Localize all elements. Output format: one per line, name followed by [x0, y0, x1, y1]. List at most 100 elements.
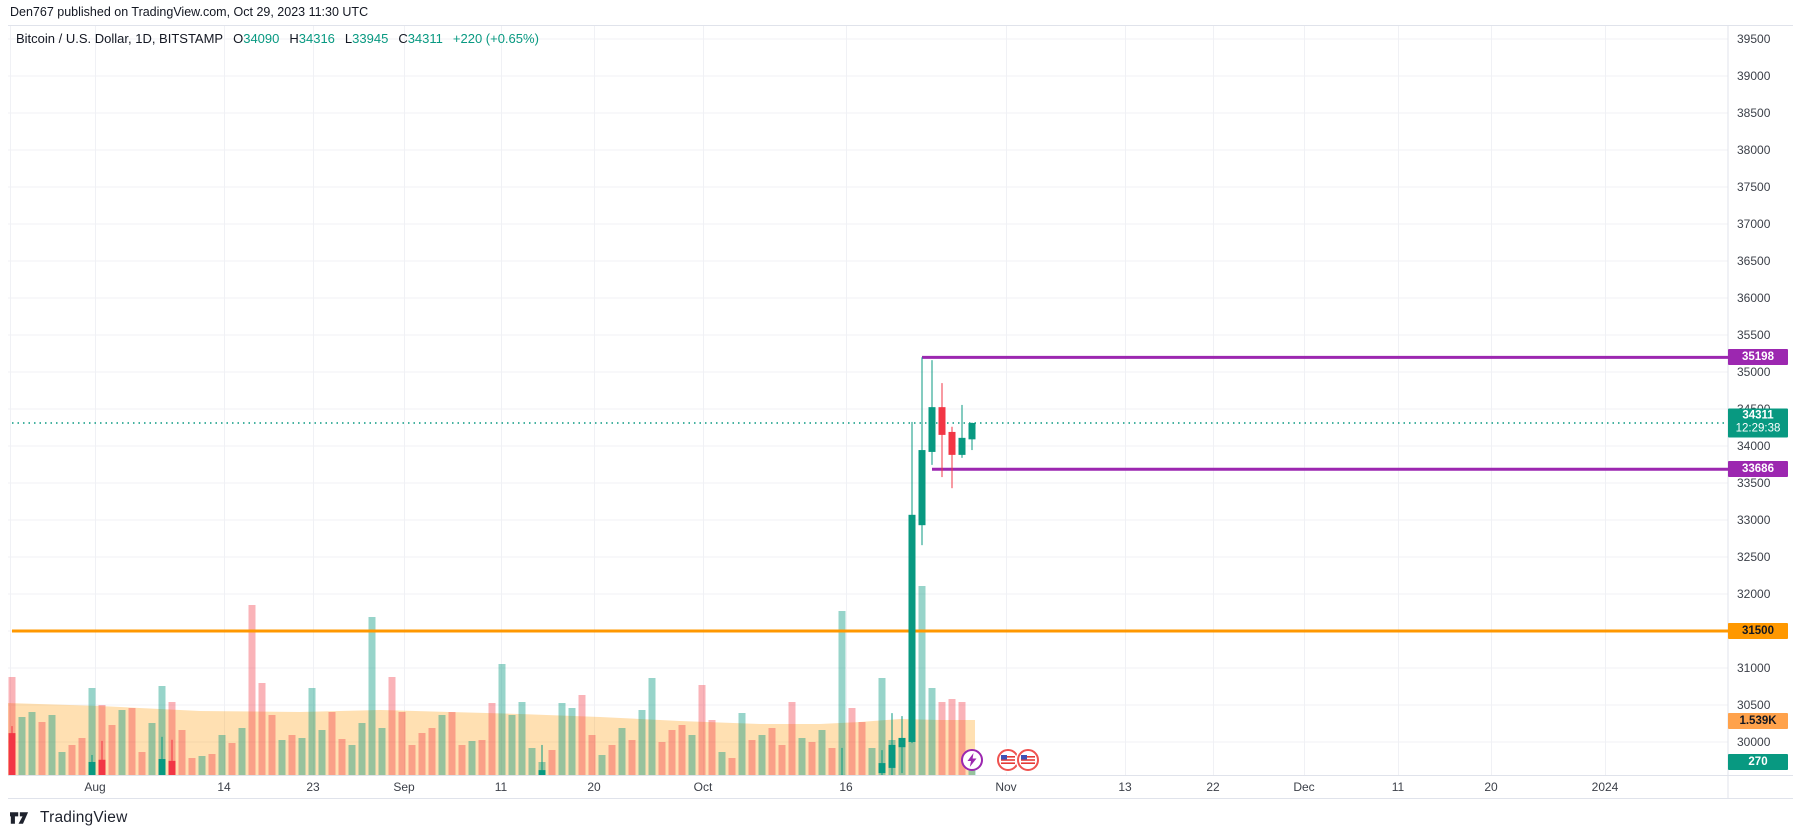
candle-wick	[961, 404, 963, 458]
volume-bar	[168, 702, 176, 775]
volume-bar	[718, 752, 726, 775]
volume-bar	[768, 728, 776, 775]
ohlc-key-C: C	[398, 31, 408, 46]
candle-body	[938, 407, 946, 435]
volume-bar	[58, 752, 66, 775]
volume-bar	[518, 702, 526, 775]
volume-bar	[928, 688, 936, 775]
volume-bar	[588, 735, 596, 775]
symbol-header[interactable]: Bitcoin / U.S. Dollar, 1D, BITSTAMP O3409…	[16, 31, 539, 46]
volume-bar	[348, 745, 356, 775]
volume-bar	[728, 758, 736, 775]
volume-bar	[848, 708, 856, 775]
volume-bar	[488, 703, 496, 775]
volume-bar	[228, 743, 236, 775]
volume-bar	[468, 741, 476, 775]
volume-bar	[208, 754, 216, 775]
candle-body	[908, 514, 916, 742]
volume-bar	[948, 699, 956, 775]
volume-bar	[218, 735, 226, 775]
us-economic-event-flag-icon[interactable]	[1017, 749, 1039, 771]
time-tick-14: 14	[217, 780, 231, 794]
volume-bar	[748, 740, 756, 775]
volume-bar	[778, 745, 786, 775]
time-tick-Sep: Sep	[393, 780, 415, 794]
volume-bar	[558, 703, 566, 775]
candle-body	[948, 431, 956, 455]
candle-body	[538, 770, 546, 775]
last-price-tag[interactable]: 34311 12:29:38	[1728, 408, 1788, 438]
volume-ma-area	[8, 703, 975, 775]
support-tag[interactable]: 33686	[1728, 461, 1788, 478]
volume-bar	[798, 738, 806, 775]
time-tick-Nov: Nov	[995, 780, 1017, 794]
volume-bar	[18, 717, 26, 775]
price-tick-35500: 35500	[1737, 328, 1771, 342]
volume-bar	[358, 723, 366, 775]
price-tick-36500: 36500	[1737, 254, 1771, 268]
time-tick-23: 23	[306, 780, 320, 794]
volume-bar	[188, 758, 196, 775]
volume-bar	[648, 678, 656, 775]
volume-bar	[258, 683, 266, 775]
candle-wick	[891, 713, 893, 775]
resistance-tag[interactable]: 35198	[1728, 349, 1788, 366]
ohlc-value-C: 34311	[407, 31, 443, 46]
price-tick-37500: 37500	[1737, 180, 1771, 194]
candle-wick	[101, 740, 103, 775]
candle-body	[928, 407, 936, 452]
us-economic-event-flag-icon[interactable]	[997, 749, 1019, 771]
candle-body	[888, 744, 896, 768]
volume-bar	[418, 733, 426, 775]
volume-bar	[378, 728, 386, 775]
candle-wick	[881, 750, 883, 775]
volume-tag[interactable]: 270	[1728, 754, 1788, 770]
price-tick-38500: 38500	[1737, 106, 1771, 120]
candle-wick	[841, 747, 843, 775]
orange-level-tag[interactable]: 31500	[1728, 623, 1788, 639]
volume-bar	[808, 742, 816, 775]
price-tick-32500: 32500	[1737, 550, 1771, 564]
price-tick-39000: 39000	[1737, 69, 1771, 83]
price-tick-31000: 31000	[1737, 661, 1771, 675]
economic-event-lightning-icon[interactable]	[961, 749, 983, 771]
candle-wick	[171, 739, 173, 775]
volume-bar	[178, 730, 186, 775]
volume-bar	[428, 728, 436, 775]
price-tick-30000: 30000	[1737, 735, 1771, 749]
volume-bar	[578, 695, 586, 775]
time-tick-16: 16	[839, 780, 853, 794]
symbol-title: Bitcoin / U.S. Dollar, 1D, BITSTAMP	[16, 31, 224, 46]
volume-bar	[338, 739, 346, 775]
volume-bar	[108, 725, 116, 775]
volume-bar	[308, 688, 316, 775]
tradingview-logo[interactable]: TradingView	[10, 809, 128, 827]
volume-bar	[88, 688, 96, 775]
change-value: +220 (+0.65%)	[452, 31, 539, 46]
volume-bar	[98, 705, 106, 775]
volume-bar	[878, 678, 886, 775]
price-tick-34000: 34000	[1737, 439, 1771, 453]
volume-bar	[78, 738, 86, 775]
volume-bar	[818, 730, 826, 775]
candle-body	[88, 761, 96, 775]
price-tick-33000: 33000	[1737, 513, 1771, 527]
volume-bar	[8, 677, 16, 775]
price-tick-36000: 36000	[1737, 291, 1771, 305]
volume-bar	[28, 712, 36, 775]
published-attribution: Den767 published on TradingView.com, Oct…	[10, 5, 369, 19]
ohlc-values: O34090 H34316 L33945 C34311	[233, 31, 453, 46]
volume-bar	[458, 745, 466, 775]
volume-bar	[548, 750, 556, 775]
time-tick-2024: 2024	[1591, 780, 1619, 794]
volume-ma-tag[interactable]: 1.539K	[1728, 713, 1788, 729]
price-tick-38000: 38000	[1737, 143, 1771, 157]
volume-bar	[118, 710, 126, 775]
candle-wick	[951, 426, 953, 489]
candle-body	[838, 774, 846, 775]
tradingview-logo-text: TradingView	[40, 809, 128, 826]
time-tick-20: 20	[1484, 780, 1498, 794]
time-tick-Aug: Aug	[84, 780, 106, 794]
